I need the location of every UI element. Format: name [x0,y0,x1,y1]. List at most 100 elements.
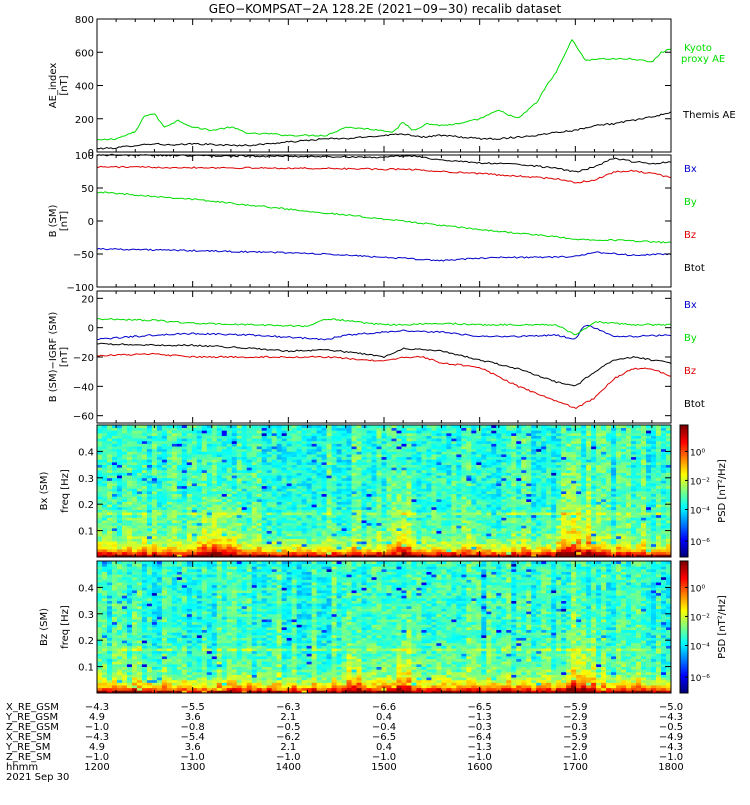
spectrogram-cell [476,536,481,539]
spectrogram-cell [237,483,242,486]
spectrogram-cell [396,549,401,552]
spectrogram-cell [102,488,107,491]
spectrogram-cell [282,480,287,483]
spectrogram-cell [312,507,317,510]
spectrogram-cell [187,515,192,518]
spectrogram-cell [317,515,322,518]
spectrogram-cell [182,531,187,534]
spectrogram-cell [197,546,202,549]
spectrogram-cell [466,544,471,547]
spectrogram-cell [327,443,332,446]
spectrogram-cell [396,517,401,520]
spectrogram-cell [456,457,461,460]
y-tick-label: −40 [73,382,94,393]
spectrogram-cell [406,509,411,512]
spectrogram-cell [461,502,466,505]
spectrogram-cell [406,536,411,539]
spectrogram-cell [382,451,387,454]
spectrogram-cell [267,533,272,536]
spectrogram-cell [561,494,566,497]
spectrogram-cell [187,502,192,505]
spectrogram-cell [556,470,561,473]
spectrogram-cell [466,459,471,462]
spectrogram-cell [362,528,367,531]
spectrogram-cell [267,541,272,544]
spectrogram-cell [461,494,466,497]
spectrogram-cell [521,536,526,539]
spectrogram-cell [277,483,282,486]
spectrogram-cell [456,491,461,494]
spectrogram-cell [197,478,202,481]
spectrogram-cell [387,473,392,476]
spectrogram-cell [511,517,516,520]
spectrogram-cell [391,525,396,528]
spectrogram-cell [327,536,332,539]
spectrogram-cell [491,483,496,486]
spectrogram-cell [531,496,536,499]
spectrogram-cell [142,525,147,528]
spectrogram-cell [486,438,491,441]
spectrogram-cell [396,449,401,452]
spectrogram-cell [137,438,142,441]
spectrogram-cell [297,454,302,457]
spectrogram-cell [466,533,471,536]
spectrogram-cell [162,475,167,478]
spectrogram-cell [441,451,446,454]
spectrogram-cell [242,517,247,520]
spectrogram-cell [247,517,252,520]
spectrogram-cell [496,486,501,489]
spectrogram-cell [441,549,446,552]
spectrogram-cell [496,467,501,470]
spectrogram-cell [446,462,451,465]
spectrogram-cell [137,470,142,473]
spectrogram-cell [531,504,536,507]
spectrogram-cell [481,465,486,468]
spectrogram-cell [232,436,237,439]
spectrogram-cell [332,528,337,531]
spectrogram-cell [546,451,551,454]
spectrogram-cell [177,523,182,526]
spectrogram-cell [416,517,421,520]
spectrogram-cell [147,533,152,536]
spectrogram-cell [446,491,451,494]
spectrogram-cell [152,520,157,523]
spectrogram-cell [252,531,257,534]
spectrogram-cell [441,454,446,457]
spectrogram-cell [337,517,342,520]
spectrogram-cell [97,454,102,457]
spectrogram-cell [357,544,362,547]
spectrogram-cell [257,512,262,515]
spectrogram-cell [377,528,382,531]
spectrogram-cell [526,488,531,491]
spectrogram-cell [282,430,287,433]
spectrogram-cell [327,483,332,486]
spectrogram-cell [152,433,157,436]
spectrogram-cell [152,430,157,433]
spectrogram-cell [382,544,387,547]
spectrogram-cell [367,520,372,523]
spectrogram-cell [461,462,466,465]
spectrogram-cell [531,502,536,505]
spectrogram-cell [466,480,471,483]
spectrogram-cell [551,488,556,491]
spectrogram-cell [147,470,152,473]
spectrogram-cell [481,520,486,523]
spectrogram-cell [486,457,491,460]
spectrogram-cell [411,507,416,510]
spectrogram-cell [531,465,536,468]
spectrogram-cell [481,515,486,518]
spectrogram-cell [247,436,252,439]
spectrogram-cell [551,520,556,523]
legend-kyoto: Kyoto [684,43,712,54]
spectrogram-cell [162,502,167,505]
spectrogram-cell [546,549,551,552]
spectrogram-cell [391,491,396,494]
spectrogram-cell [232,523,237,526]
spectrogram-cell [242,486,247,489]
spectrogram-cell [212,496,217,499]
spectrogram-cell [112,475,117,478]
spectrogram-cell [182,509,187,512]
spectrogram-cell [172,541,177,544]
spectrogram-cell [97,499,102,502]
spectrogram-cell [332,509,337,512]
